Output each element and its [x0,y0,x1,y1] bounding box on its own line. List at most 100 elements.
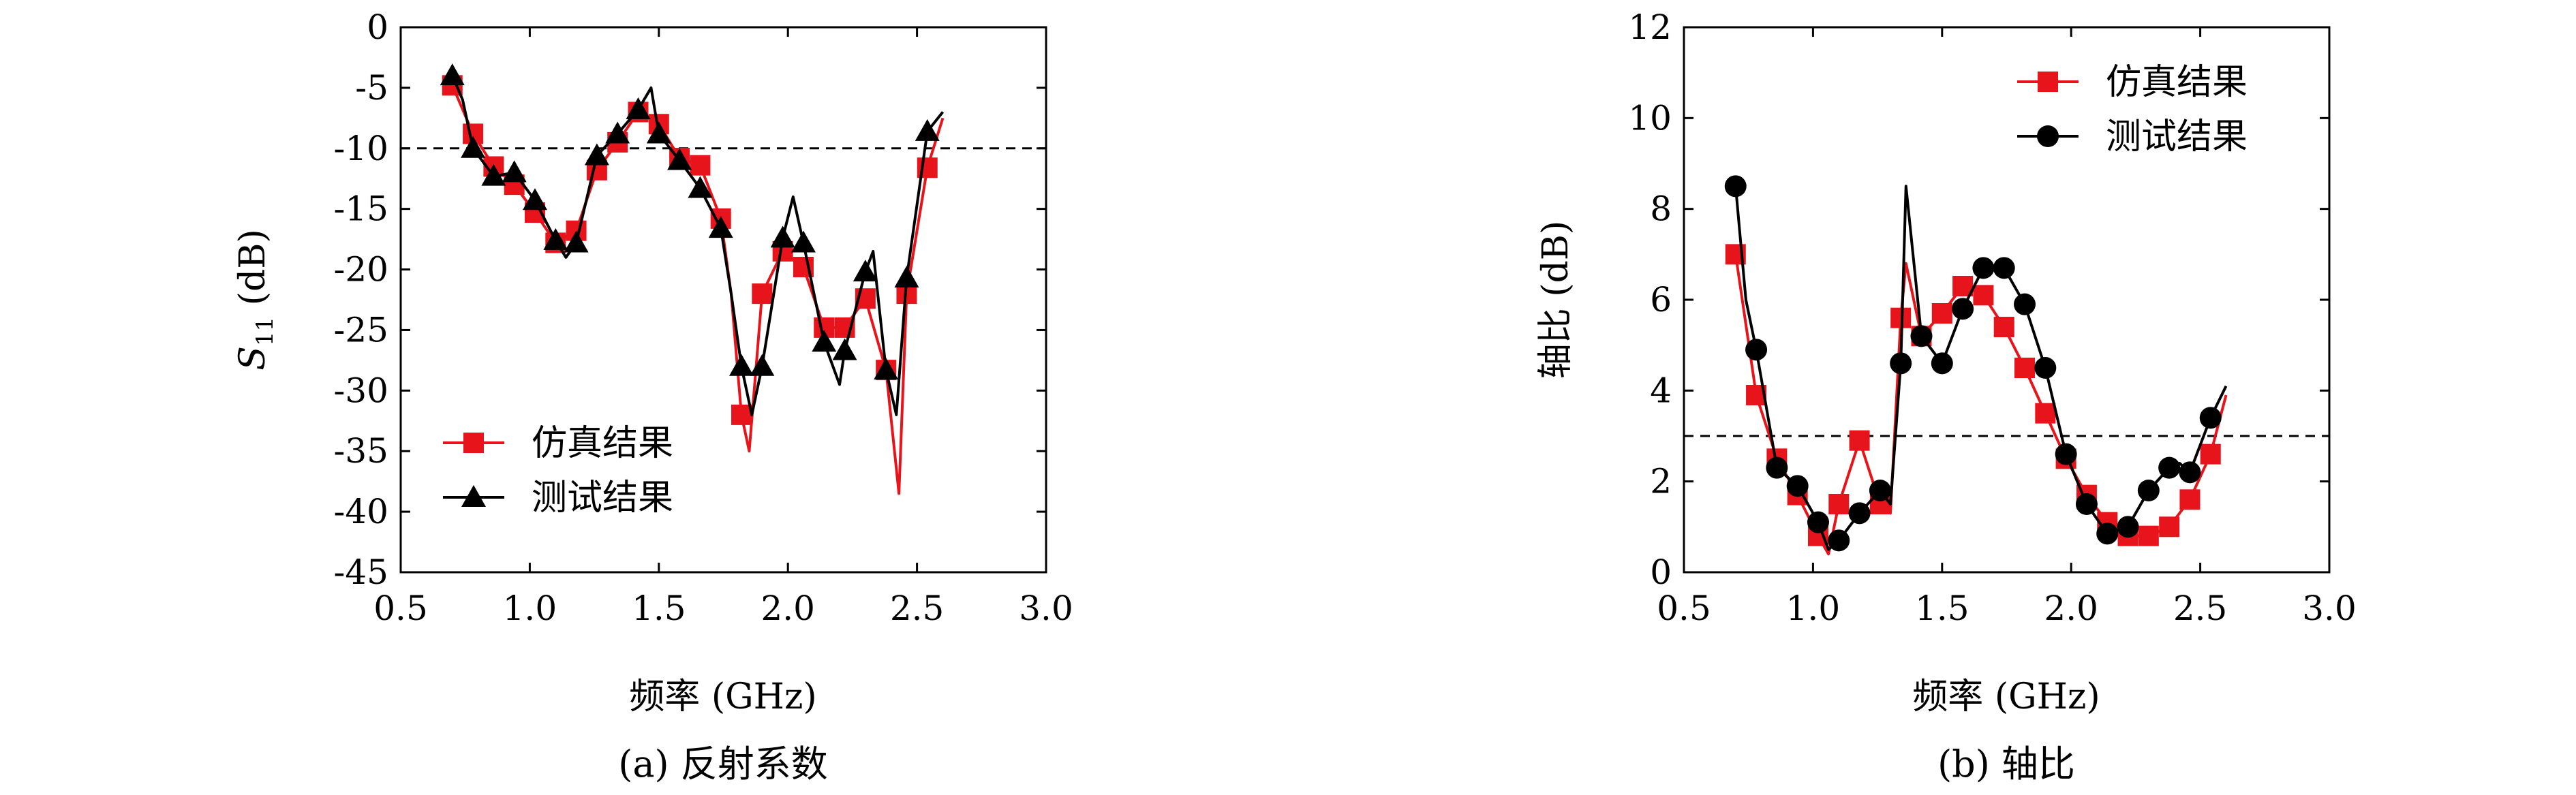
legend-label: 仿真结果 [2106,62,2248,103]
y-tick-label: 6 [1650,280,1672,319]
y-tick-label: 4 [1650,371,1672,410]
x-tick-label: 1.0 [1786,589,1841,628]
y-tick-label: 0 [367,7,388,47]
y-tick-label: -40 [333,492,388,531]
y-tick-label: 10 [1628,98,1672,138]
data-point [729,354,754,376]
data-point [2179,489,2201,510]
y-tick-label: 2 [1650,462,1672,501]
data-point [2035,403,2056,424]
data-point [1828,494,1850,514]
data-point [1745,339,1768,361]
legend-label: 测试结果 [2106,116,2248,157]
data-point [791,230,816,253]
x-tick-label: 0.5 [1657,589,1711,628]
legend-label: 测试结果 [532,478,673,518]
data-point [708,216,733,238]
x-tick-label: 2.0 [761,589,815,628]
y-tick-label: -15 [333,189,388,229]
x-tick-label: 2.5 [890,589,945,628]
plot-frame [1683,26,2331,574]
data-point [564,230,589,253]
data-point [2014,293,2036,315]
data-point [688,176,713,198]
data-point [1952,298,1974,320]
data-point [750,354,775,376]
data-point [1993,257,2015,279]
legend-swatch-marker [2037,125,2059,147]
data-point [1724,175,1747,198]
x-tick-label: 1.5 [632,589,686,628]
data-point [1890,352,1912,375]
legend-swatch-marker [461,485,486,507]
x-tick-label: 1.0 [503,589,557,628]
data-point [1993,317,2014,337]
legend-label: 仿真结果 [532,423,673,464]
data-point [522,188,547,211]
data-point [832,338,857,360]
x-tick-label: 2.5 [2173,589,2228,628]
legend: 仿真结果 测试结果 [2017,62,2248,157]
data-point [605,121,630,144]
data-point [1786,475,1809,497]
y-tick-label: 8 [1650,189,1672,229]
data-point [2158,456,2181,479]
y-tick-labels: 0 2 4 6 8 10 12 [1628,7,1672,592]
data-point [2075,493,2098,515]
chart-reflection-coefficient: 0 -5 -10 -15 -20 -25 -30 -35 -40 -45 0.5 1.0 1.5 2.0… [232,7,1073,785]
y-axis-label: 轴比 (dB) [1535,221,1576,379]
y-tick-label: -10 [333,129,388,168]
data-point [1766,456,1788,479]
data-point [2200,443,2221,465]
x-axis-label: 频率 (GHz) [1912,676,2100,717]
data-point [667,148,692,170]
data-point [2096,523,2119,545]
x-axis-label: 频率 (GHz) [629,676,816,717]
series-line [450,75,945,416]
data-point [853,260,878,282]
tick-marks [1683,26,2331,574]
y-tick-label: -25 [333,310,388,349]
data-point [626,97,651,119]
legend-swatch-marker [463,433,484,453]
data-point [874,358,899,380]
legend-swatch-marker [2038,72,2058,92]
plot-frame [399,26,1047,574]
data-point [1848,502,1871,525]
x-tick-label: 3.0 [1019,589,1073,628]
data-point [2137,480,2160,501]
data-point [1973,285,1994,306]
x-tick-label: 1.5 [1915,589,1969,628]
series-group [1724,175,2228,556]
y-tick-label: 12 [1628,7,1672,47]
caption: (b) 轴比 [1937,743,2075,785]
data-point [646,121,671,144]
data-point [1931,303,1952,324]
data-point [440,63,465,86]
data-point [2199,407,2222,429]
data-point [1849,430,1870,451]
data-point [1869,480,1891,501]
data-point [543,228,568,250]
y-tick-label: -35 [333,431,388,471]
chart-axial-ratio: 0 2 4 6 8 10 12 0.5 1.0 1.5 2.0 2.5 3.0 轴比 (dB) 频率 … [1535,7,2357,785]
data-point [481,163,506,186]
y-tick-label: -45 [333,552,388,592]
y-tick-label: -20 [333,250,388,290]
x-tick-label: 0.5 [373,589,428,628]
y-tick-label: 0 [1650,552,1672,592]
data-point [2117,516,2139,538]
legend: 仿真结果 测试结果 [443,423,673,518]
data-point [1910,325,1933,347]
data-point [461,136,486,158]
data-point [812,330,837,352]
x-tick-label: 3.0 [2302,589,2357,628]
data-point [915,119,940,141]
data-point [2055,443,2077,465]
data-point [1828,529,1850,552]
data-point [2138,525,2159,546]
x-tick-label: 2.0 [2044,589,2098,628]
data-point [502,160,527,183]
data-point [2014,358,2036,378]
